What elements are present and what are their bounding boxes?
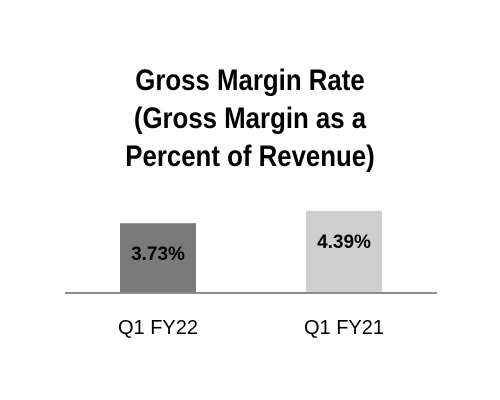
labels-layer: 3.73% Q1 FY22 4.39% Q1 FY21 (118, 232, 384, 339)
chart-title-line-2: (Gross Margin as a (133, 102, 367, 135)
data-label-q1-fy21: 4.39% (317, 232, 371, 253)
bar-q1-fy21 (306, 210, 382, 293)
category-label-q1-fy22: Q1 FY22 (118, 317, 198, 339)
chart-title: Gross Margin Rate (Gross Margin as a Per… (35, 62, 465, 176)
chart-title-line-1: Gross Margin Rate (135, 64, 365, 97)
chart-title-line-3: Percent of Revenue) (125, 140, 375, 173)
data-label-q1-fy22: 3.73% (131, 244, 185, 265)
bars-layer (120, 210, 382, 293)
bar-q1-fy22 (120, 223, 196, 293)
category-label-q1-fy21: Q1 FY21 (304, 317, 384, 339)
